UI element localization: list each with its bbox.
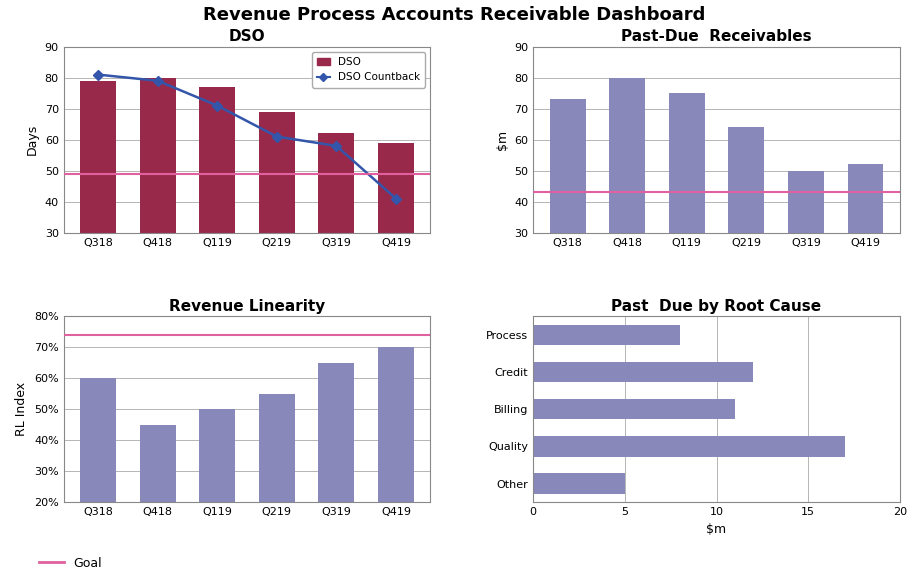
Bar (533, 325, 680, 345)
Bar (199, 409, 235, 564)
Bar (140, 425, 175, 564)
Bar (140, 78, 175, 326)
Bar (259, 112, 295, 326)
Bar (533, 362, 754, 383)
Y-axis label: $m: $m (495, 130, 508, 150)
Legend: Goal: Goal (34, 552, 107, 575)
Bar (533, 399, 734, 419)
Legend: DSO, DSO Countback: DSO, DSO Countback (312, 52, 425, 88)
Bar (550, 99, 585, 326)
Bar (788, 171, 824, 326)
Text: Revenue Process Accounts Receivable Dashboard: Revenue Process Accounts Receivable Dash… (204, 6, 705, 24)
Bar (378, 142, 414, 326)
Bar (80, 378, 116, 564)
Bar (378, 347, 414, 564)
Bar (728, 127, 764, 326)
Y-axis label: Days: Days (26, 124, 39, 155)
Bar (318, 363, 355, 564)
Y-axis label: RL Index: RL Index (15, 382, 28, 436)
Bar (80, 81, 116, 326)
X-axis label: $m: $m (706, 523, 726, 536)
Bar (199, 87, 235, 326)
Title: DSO: DSO (229, 29, 265, 44)
Bar (609, 78, 645, 326)
Title: Past  Due by Root Cause: Past Due by Root Cause (612, 299, 822, 314)
Title: Revenue Linearity: Revenue Linearity (169, 299, 325, 314)
Bar (669, 93, 704, 326)
Bar (318, 134, 355, 326)
Bar (533, 474, 624, 494)
Bar (533, 436, 844, 457)
Bar (259, 394, 295, 564)
Title: Past-Due  Receivables: Past-Due Receivables (621, 29, 812, 44)
Bar (847, 165, 884, 326)
